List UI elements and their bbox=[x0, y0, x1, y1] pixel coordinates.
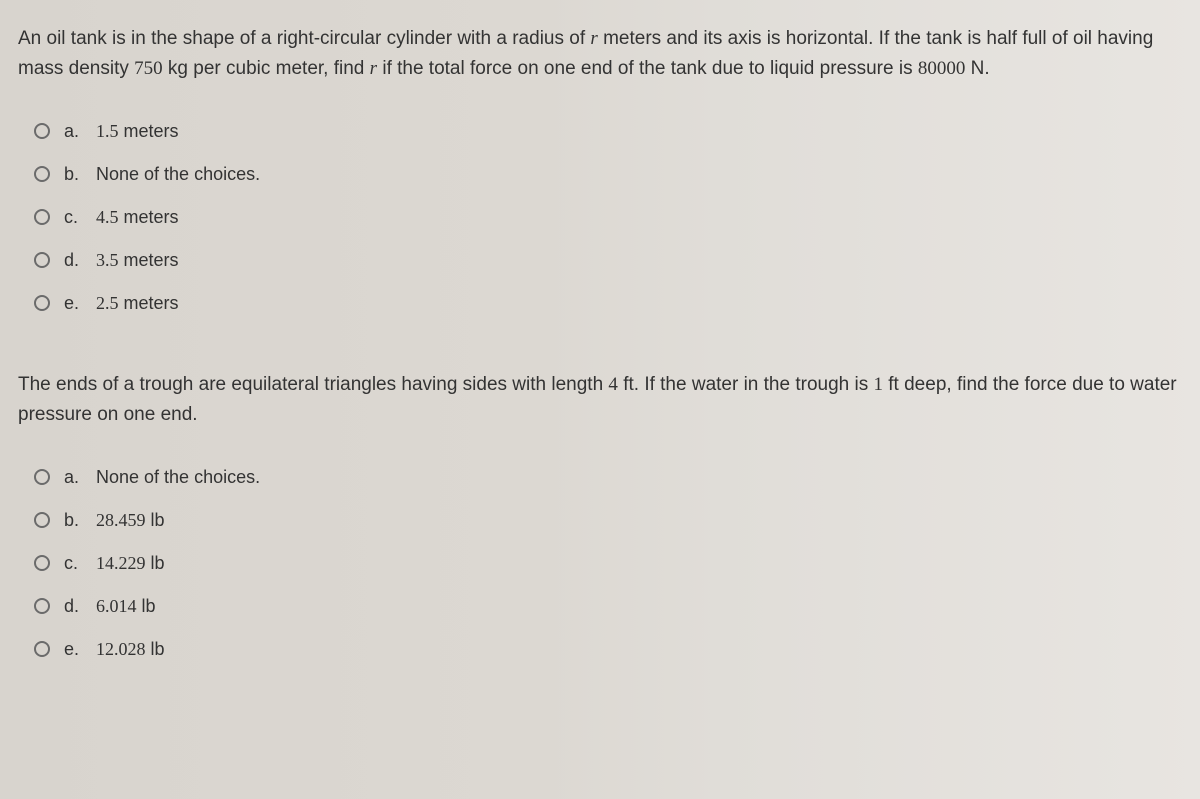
question-2-option-c[interactable]: c. 14.229 lb bbox=[34, 553, 1182, 574]
option-text: None of the choices. bbox=[96, 164, 260, 185]
radio-icon[interactable] bbox=[34, 123, 50, 139]
question-1-option-e[interactable]: e. 2.5 meters bbox=[34, 293, 1182, 314]
option-letter: a. bbox=[64, 467, 82, 488]
option-text: 3.5 meters bbox=[96, 250, 179, 271]
radio-icon[interactable] bbox=[34, 512, 50, 528]
question-1: An oil tank is in the shape of a right-c… bbox=[18, 24, 1182, 314]
option-text: 2.5 meters bbox=[96, 293, 179, 314]
option-letter: e. bbox=[64, 639, 82, 660]
option-text: 1.5 meters bbox=[96, 121, 179, 142]
option-text: None of the choices. bbox=[96, 467, 260, 488]
question-2-option-a[interactable]: a. None of the choices. bbox=[34, 467, 1182, 488]
radio-icon[interactable] bbox=[34, 295, 50, 311]
option-letter: a. bbox=[64, 121, 82, 142]
option-letter: b. bbox=[64, 164, 82, 185]
question-2-text: The ends of a trough are equilateral tri… bbox=[18, 370, 1182, 431]
question-2-option-d[interactable]: d. 6.014 lb bbox=[34, 596, 1182, 617]
radio-icon[interactable] bbox=[34, 209, 50, 225]
question-2: The ends of a trough are equilateral tri… bbox=[18, 370, 1182, 660]
option-letter: d. bbox=[64, 596, 82, 617]
radio-icon[interactable] bbox=[34, 598, 50, 614]
question-2-options: a. None of the choices. b. 28.459 lb c. … bbox=[18, 467, 1182, 660]
question-2-option-b[interactable]: b. 28.459 lb bbox=[34, 510, 1182, 531]
option-letter: e. bbox=[64, 293, 82, 314]
question-1-option-c[interactable]: c. 4.5 meters bbox=[34, 207, 1182, 228]
radio-icon[interactable] bbox=[34, 469, 50, 485]
question-2-option-e[interactable]: e. 12.028 lb bbox=[34, 639, 1182, 660]
question-1-option-b[interactable]: b. None of the choices. bbox=[34, 164, 1182, 185]
question-1-options: a. 1.5 meters b. None of the choices. c.… bbox=[18, 121, 1182, 314]
option-text: 12.028 lb bbox=[96, 639, 165, 660]
option-letter: b. bbox=[64, 510, 82, 531]
option-text: 28.459 lb bbox=[96, 510, 165, 531]
radio-icon[interactable] bbox=[34, 641, 50, 657]
option-letter: c. bbox=[64, 207, 82, 228]
question-1-option-d[interactable]: d. 3.5 meters bbox=[34, 250, 1182, 271]
radio-icon[interactable] bbox=[34, 166, 50, 182]
radio-icon[interactable] bbox=[34, 555, 50, 571]
option-text: 6.014 lb bbox=[96, 596, 156, 617]
radio-icon[interactable] bbox=[34, 252, 50, 268]
option-text: 14.229 lb bbox=[96, 553, 165, 574]
option-letter: d. bbox=[64, 250, 82, 271]
question-1-option-a[interactable]: a. 1.5 meters bbox=[34, 121, 1182, 142]
question-1-text: An oil tank is in the shape of a right-c… bbox=[18, 24, 1182, 85]
option-letter: c. bbox=[64, 553, 82, 574]
option-text: 4.5 meters bbox=[96, 207, 179, 228]
